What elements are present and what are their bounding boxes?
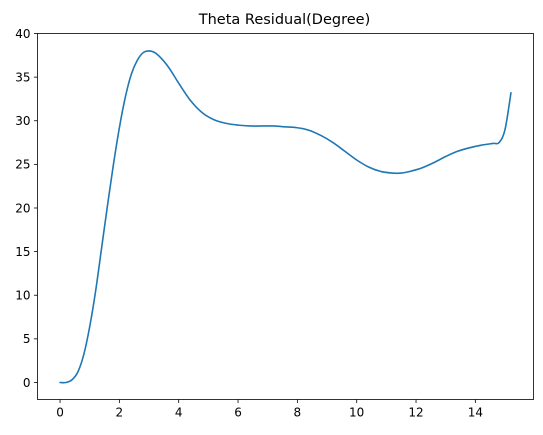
x-tick-label: 8 bbox=[294, 406, 302, 420]
y-tick-label: 40 bbox=[15, 27, 30, 41]
y-axis-ticks: 0 5 10 15 20 25 30 35 40 bbox=[15, 27, 38, 390]
x-tick-label: 14 bbox=[468, 406, 483, 420]
x-tick-label: 12 bbox=[408, 406, 423, 420]
plot-frame bbox=[37, 33, 534, 400]
y-tick-label: 5 bbox=[23, 332, 31, 346]
y-tick-label: 30 bbox=[15, 114, 30, 128]
y-tick-label: 0 bbox=[23, 376, 31, 390]
x-tick-label: 0 bbox=[56, 406, 64, 420]
x-axis-ticks: 0 2 4 6 8 10 12 14 bbox=[56, 399, 483, 420]
y-tick-label: 25 bbox=[15, 158, 30, 172]
x-tick-label: 6 bbox=[234, 406, 242, 420]
chart-title: Theta Residual(Degree) bbox=[198, 12, 370, 28]
x-tick-label: 2 bbox=[116, 406, 124, 420]
series-line bbox=[59, 50, 512, 384]
y-tick-label: 20 bbox=[15, 201, 30, 215]
y-tick-label: 10 bbox=[15, 289, 30, 303]
y-tick-label: 15 bbox=[15, 245, 30, 259]
x-tick-label: 10 bbox=[349, 406, 364, 420]
x-tick-label: 4 bbox=[175, 406, 183, 420]
y-tick-label: 35 bbox=[15, 70, 30, 84]
